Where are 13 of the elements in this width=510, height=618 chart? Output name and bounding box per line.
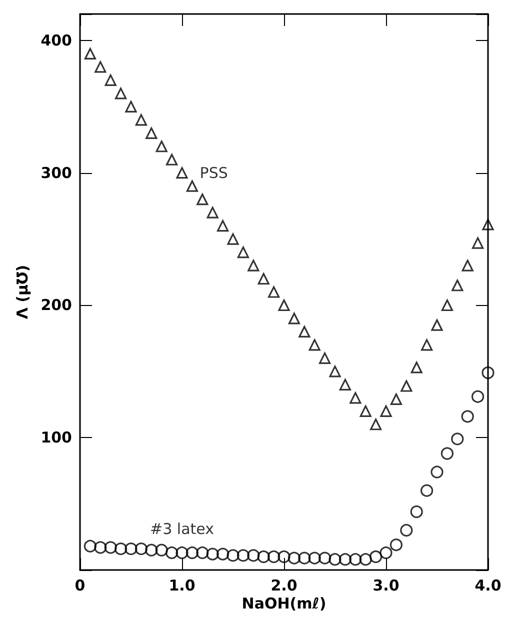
x-axis-title: NaOH(mℓ) xyxy=(242,594,326,612)
x-tick-label: 0 xyxy=(74,576,86,594)
x-tick-label: 3.0 xyxy=(372,576,400,594)
series-label: #3 latex xyxy=(150,520,214,538)
x-tick-label: 4.0 xyxy=(474,576,502,594)
y-axis-title: Λ (μ℧) xyxy=(13,264,32,320)
y-tick-label: 200 xyxy=(40,296,72,314)
x-tick-label: 2.0 xyxy=(270,576,298,594)
y-tick-label: 100 xyxy=(40,428,72,447)
series-label: PSS xyxy=(200,164,228,182)
y-tick-label: 400 xyxy=(40,31,72,50)
x-tick-label: 1.0 xyxy=(168,576,196,594)
y-tick-label: 300 xyxy=(40,164,72,182)
